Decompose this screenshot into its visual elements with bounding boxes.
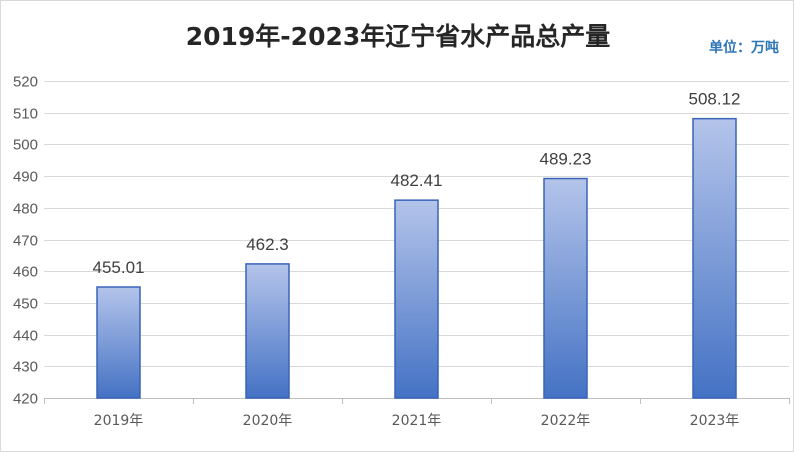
y-tick-label: 420	[13, 391, 38, 408]
data-label: 482.41	[391, 171, 443, 190]
x-tick-label: 2023年	[690, 413, 740, 429]
y-tick-label: 510	[13, 106, 38, 123]
y-tick-label: 430	[13, 359, 38, 376]
labels: 455.01 2019年 462.3 2020年 482.41 2021年 489.23 20…	[93, 90, 741, 429]
data-label: 462.3	[246, 235, 289, 254]
x-tick-label: 2020年	[243, 413, 293, 429]
y-tick-label: 440	[13, 328, 38, 345]
y-tick-label: 520	[13, 74, 38, 91]
data-label: 508.12	[689, 90, 741, 109]
bar-2019年	[96, 286, 141, 399]
y-tick-label: 500	[13, 137, 38, 154]
data-label: 489.23	[540, 150, 592, 169]
y-tick-label: 460	[13, 264, 38, 281]
bar-2021年	[394, 199, 439, 399]
y-tick-label: 450	[13, 296, 38, 313]
y-tick-label: 470	[13, 233, 38, 250]
bar-2023年	[692, 117, 737, 399]
bar-2022年	[543, 177, 588, 399]
x-tick-label: 2021年	[392, 413, 442, 429]
y-tick-label: 480	[13, 201, 38, 218]
x-tick-label: 2019年	[94, 413, 144, 429]
bars	[96, 117, 737, 399]
y-tick-label: 490	[13, 169, 38, 186]
x-tick-label: 2022年	[541, 413, 591, 429]
bar-2020年	[245, 263, 290, 399]
data-label: 455.01	[93, 258, 145, 277]
unit-note: 单位：万吨	[709, 40, 779, 56]
chart-title: 2019年-2023年辽宁省水产品总产量	[185, 22, 611, 51]
